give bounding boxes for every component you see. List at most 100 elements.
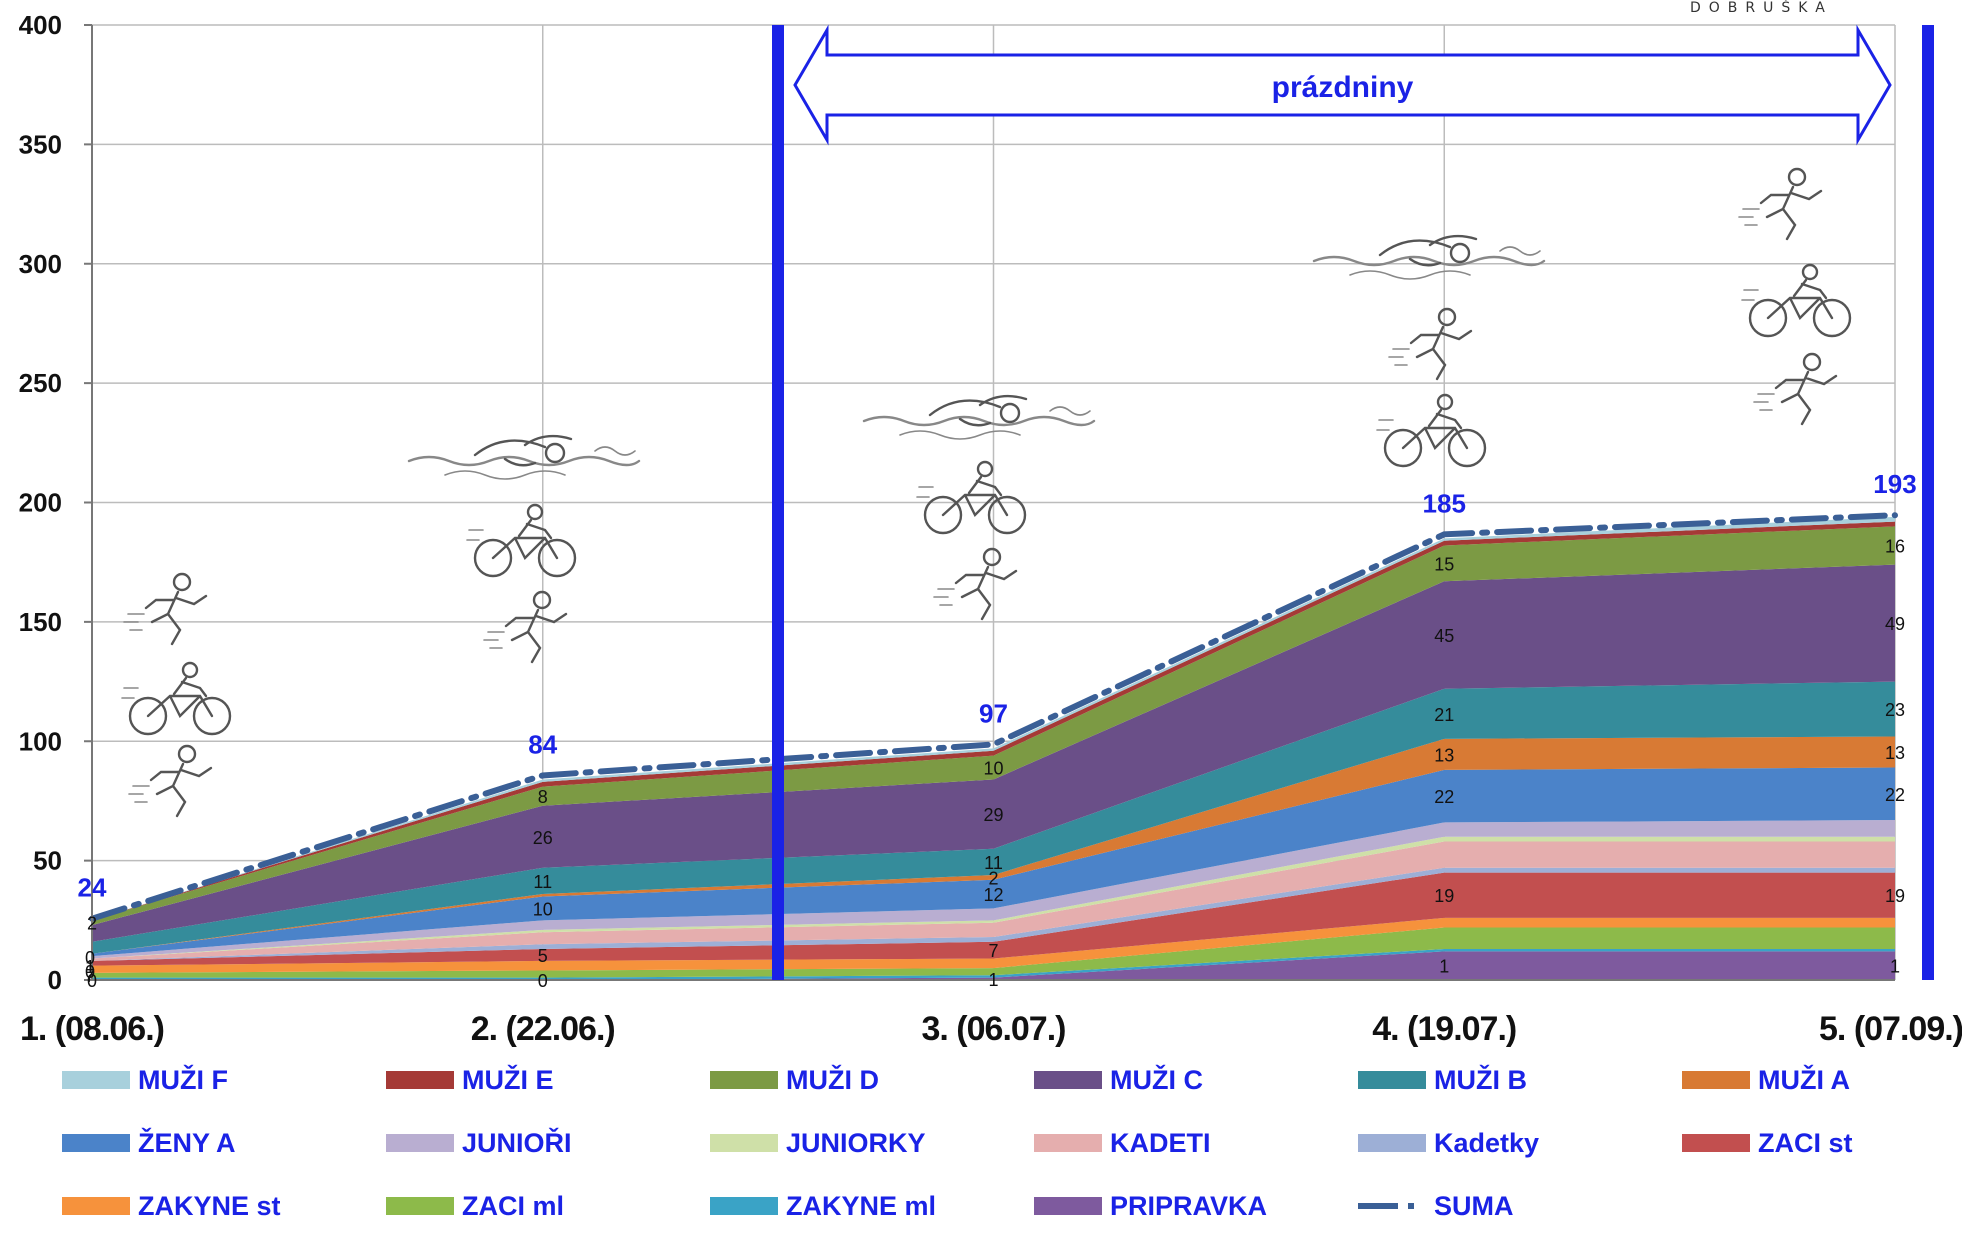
area-muži-b: [92, 681, 1895, 954]
data-label: 1: [1890, 957, 1900, 977]
run-icon: [1750, 350, 1860, 435]
data-label: 11: [984, 853, 1003, 873]
data-label: 1: [988, 970, 998, 990]
area-zaci-st: [92, 872, 1895, 966]
break-double-arrow: [793, 24, 1892, 146]
legend-dash-swatch: [1358, 1197, 1426, 1215]
area-muži-d: [92, 526, 1895, 926]
legend-label: MUŽI B: [1434, 1064, 1527, 1095]
x-tick-label: 4. (19.07.): [1372, 1010, 1516, 1048]
data-label: 10: [983, 759, 1003, 779]
data-label: 0: [85, 948, 95, 968]
legend-label: ZAKYNE ml: [786, 1190, 937, 1221]
data-label: 5: [538, 946, 548, 966]
area-ženy-a: [92, 767, 1895, 957]
legend-swatch: [1034, 1197, 1102, 1215]
data-label: 11: [533, 872, 552, 892]
legend-swatch: [1034, 1071, 1102, 1089]
area-kadeti: [92, 841, 1895, 961]
data-label: 0: [87, 971, 97, 991]
legend-item: ZACI st: [1682, 1123, 1853, 1163]
legend-swatch: [1358, 1134, 1426, 1152]
legend-item: KADETI: [1034, 1123, 1211, 1163]
legend-label: KADETI: [1110, 1127, 1211, 1158]
area-series: [92, 516, 1895, 980]
break-label: prázdniny: [1272, 71, 1414, 104]
legend-label: ZAKYNE st: [138, 1190, 281, 1221]
run-icon: [930, 545, 1040, 630]
data-label: 13: [1434, 745, 1454, 765]
break-annotation: prázdniny: [772, 24, 1934, 980]
bike-icon: [1740, 260, 1860, 345]
y-tick-label: 300: [19, 249, 62, 279]
legend-item: ZAKYNE st: [62, 1186, 281, 1226]
data-label: 1: [85, 957, 95, 977]
total-label: 84: [528, 729, 557, 759]
area-juniori: [92, 820, 1895, 959]
legend-item: ZACI ml: [386, 1186, 564, 1226]
legend-swatch: [386, 1134, 454, 1152]
data-label: 15: [1434, 554, 1454, 574]
brand-logo-text: DOBRUŠKA: [1690, 0, 1833, 16]
legend-item: Kadetky: [1358, 1123, 1539, 1163]
data-label: 7: [988, 941, 998, 961]
legend-item: PRIPRAVKA: [1034, 1186, 1267, 1226]
legend-label: SUMA: [1434, 1190, 1514, 1221]
data-label: 0: [538, 971, 548, 991]
legend-swatch: [386, 1197, 454, 1215]
data-label: 22: [1434, 787, 1454, 807]
y-tick-label: 0: [48, 965, 62, 995]
data-label: 1: [1439, 957, 1449, 977]
y-tick-label: 100: [19, 726, 62, 756]
legend-label: MUŽI E: [462, 1064, 554, 1095]
legend-label: MUŽI A: [1758, 1064, 1850, 1095]
run-icon: [480, 588, 590, 673]
total-labels: 24 84 97 185 193: [78, 469, 1917, 902]
legend-label: PRIPRAVKA: [1110, 1190, 1268, 1221]
data-label: 13: [1885, 743, 1905, 763]
legend-swatch: [386, 1071, 454, 1089]
run-icon: [1735, 165, 1845, 250]
data-label: 45: [1434, 626, 1454, 646]
y-tick-label: 250: [19, 368, 62, 398]
area-zakyne-st: [92, 917, 1895, 973]
data-label: 16: [1885, 536, 1905, 556]
total-label: 97: [979, 698, 1008, 728]
data-label: 8: [538, 787, 548, 807]
legend-label: JUNIORKY: [786, 1127, 926, 1158]
legend-label: Kadetky: [1434, 1127, 1540, 1158]
legend-item: MUŽI A: [1682, 1060, 1850, 1100]
area-muži-a: [92, 736, 1895, 954]
x-tick-label: 1. (08.06.): [20, 1010, 164, 1048]
swim-icon: [860, 385, 1100, 460]
data-label: 10: [533, 899, 553, 919]
legend-label: ZACI ml: [462, 1190, 565, 1221]
data-label: 21: [1434, 705, 1454, 725]
legend-swatch: [1682, 1134, 1750, 1152]
run-icon: [1385, 305, 1495, 390]
area-pripravka: [92, 951, 1895, 980]
data-label: 26: [533, 828, 553, 848]
bike-icon: [120, 658, 240, 743]
y-tick-label: 150: [19, 607, 62, 637]
data-label: 29: [983, 805, 1003, 825]
bike-icon: [465, 500, 585, 585]
x-tick-label: 3. (06.07.): [922, 1010, 1066, 1048]
legend-item: MUŽI E: [386, 1060, 554, 1100]
swim-icon: [405, 425, 645, 500]
data-label: 19: [1434, 886, 1454, 906]
legend-item: MUŽI B: [1358, 1060, 1527, 1100]
legend-item: ZAKYNE ml: [710, 1186, 936, 1226]
run-icon: [120, 570, 230, 655]
legend-item: SUMA: [1358, 1186, 1514, 1226]
data-label: 22: [1885, 785, 1905, 805]
data-label: 2: [87, 914, 97, 934]
data-label: 7: [85, 966, 95, 986]
area-muži-c: [92, 564, 1895, 942]
legend-swatch: [62, 1071, 130, 1089]
y-tick-label: 350: [19, 129, 62, 159]
area-zaci-ml: [92, 927, 1895, 978]
data-label: 23: [1885, 700, 1905, 720]
